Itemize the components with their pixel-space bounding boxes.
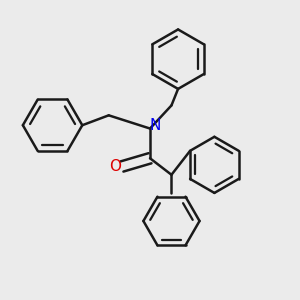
Text: O: O bbox=[109, 159, 121, 174]
Text: N: N bbox=[149, 118, 161, 133]
